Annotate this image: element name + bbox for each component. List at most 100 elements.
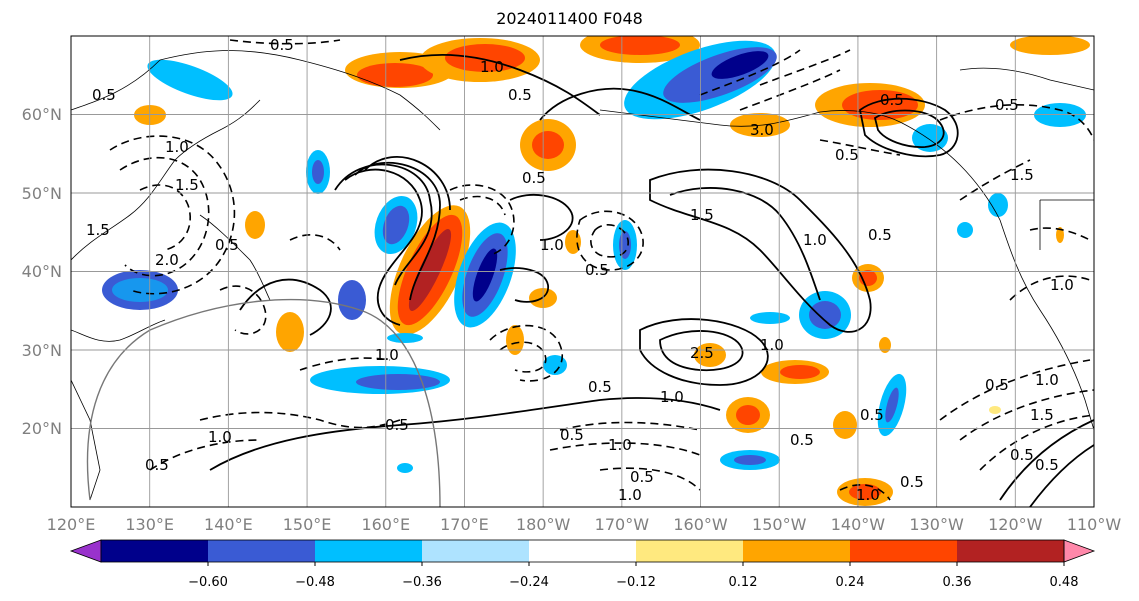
contour-label: 3.0: [750, 121, 774, 139]
contour-line: [1029, 444, 1094, 507]
coastline: [959, 67, 1094, 91]
contour-line: [109, 135, 236, 295]
shade-patch: [711, 51, 769, 79]
contour-line: [299, 357, 391, 371]
contour-line: [199, 411, 401, 429]
contour-line: [549, 442, 701, 456]
contour-label: 0.5: [880, 91, 904, 109]
contour-line: [489, 324, 563, 382]
contour-label: 1.0: [1050, 276, 1074, 294]
latitude-labels: 60°N 50°N 40°N 30°N 20°N: [22, 105, 62, 438]
range-circle: [86, 298, 441, 507]
contour-label: 0.5: [215, 236, 239, 254]
contour-label: 0.5: [385, 416, 409, 434]
contour-line: [979, 414, 1094, 471]
colorbar-tick-label: −0.36: [402, 575, 442, 590]
colorbar-swatch: [315, 540, 423, 562]
contour-line: [449, 184, 515, 256]
colorbar-tick-label: 0.48: [1050, 575, 1079, 590]
shade-patch: [912, 124, 948, 152]
coastline: [71, 379, 101, 501]
shade-patch: [600, 36, 680, 55]
contour-label: 0.5: [790, 431, 814, 449]
colorbar-swatch: [743, 540, 851, 562]
shade-patch: [382, 205, 410, 245]
shade-patch: [338, 280, 366, 320]
contour-line: [639, 318, 769, 386]
contour-line: [354, 161, 441, 301]
contour-label: 0.5: [92, 86, 116, 104]
shade-patch: [809, 301, 841, 329]
shade-patch: [565, 230, 581, 254]
contour-label: 1.0: [856, 486, 880, 504]
lat-label: 50°N: [22, 184, 62, 203]
contour-line: [659, 330, 744, 372]
contour-label: 0.5: [860, 406, 884, 424]
shade-patch: [1010, 36, 1090, 55]
shade-patch: [1056, 227, 1064, 243]
positive-contours: [209, 53, 1094, 507]
contour-label: 0.5: [145, 456, 169, 474]
contour-label: 1.5: [86, 221, 110, 239]
shade-patch: [833, 411, 857, 439]
shade-patch: [988, 193, 1008, 217]
contour-label: 2.0: [155, 251, 179, 269]
contour-line: [139, 184, 192, 251]
shade-patch: [408, 228, 452, 312]
contour-line: [819, 139, 901, 156]
contour-line: [219, 285, 267, 335]
contour-line: [229, 39, 341, 45]
coastline: [599, 109, 1001, 221]
contour-line: [873, 109, 945, 148]
contour-line: [959, 389, 1094, 441]
contour-label: 0.5: [900, 473, 924, 491]
contour-label: 0.5: [868, 226, 892, 244]
shade-patch: [276, 312, 304, 352]
shade-patch: [736, 405, 760, 425]
contour-label-layer: 0.5 1.0 0.5 0.5 1.0 1.5 2.0 1.5 0.5 0.5 …: [86, 36, 1074, 504]
contour-line: [959, 159, 1031, 201]
contour-line: [1009, 275, 1091, 301]
map-title: 2024011400 F048: [496, 9, 643, 28]
lon-label: 120°W: [988, 515, 1043, 534]
contour-label: 0.5: [585, 261, 609, 279]
shade-patch: [750, 312, 790, 324]
lon-label: 170°W: [595, 515, 650, 534]
lat-label: 30°N: [22, 341, 62, 360]
contour-label: 1.0: [375, 346, 399, 364]
coastline: [71, 50, 441, 131]
contour-label: 2.5: [690, 344, 714, 362]
colorbar-swatch: [208, 540, 316, 562]
contour-line: [459, 195, 506, 216]
contour-line: [649, 168, 872, 333]
contour-line: [669, 187, 821, 301]
contour-line: [119, 156, 210, 277]
contour-label: 1.0: [208, 428, 232, 446]
shade-patch: [849, 484, 881, 500]
shade-patch: [532, 131, 564, 159]
contour-label: 1.0: [760, 336, 784, 354]
shade-patch: [989, 406, 1001, 414]
shade-patch: [694, 343, 726, 367]
gridlines: [71, 36, 1094, 507]
contour-line: [539, 87, 701, 121]
lon-label: 160°E: [361, 515, 410, 534]
shading-layer: [102, 36, 1090, 506]
contour-line: [939, 104, 1094, 141]
shade-patch: [543, 355, 567, 375]
lat-label: 20°N: [22, 419, 62, 438]
contour-line: [149, 439, 261, 471]
coastline: [199, 214, 271, 301]
colorbar-tick-label: 0.36: [943, 575, 972, 590]
colorbar-swatch: [957, 540, 1065, 562]
lon-label: 150°W: [752, 515, 807, 534]
colorbar-frame: [100, 539, 1065, 563]
contour-line: [739, 69, 841, 111]
colorbar-tick-label: 0.24: [836, 575, 865, 590]
lon-label: 170°E: [440, 515, 489, 534]
contour-line: [509, 193, 574, 241]
contour-label: 0.5: [835, 146, 859, 164]
colorbar-swatch: [101, 540, 209, 562]
